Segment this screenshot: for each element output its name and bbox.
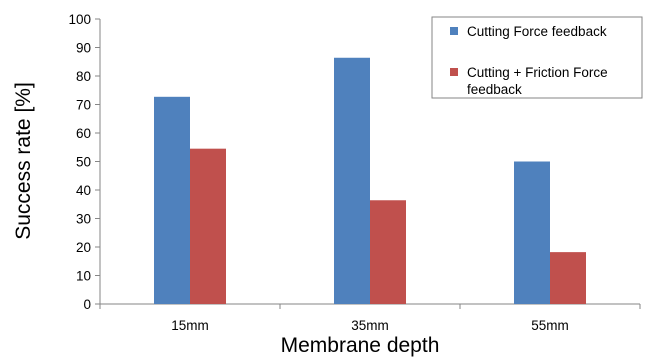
y-axis: 0 10 20 30 40 50 60 70 80 90 100 [68, 12, 101, 312]
y-tick-label: 100 [68, 12, 91, 27]
x-tick-label: 35mm [351, 318, 389, 333]
y-axis-title: Success rate [%] [12, 82, 35, 240]
bar-cutting-friction-force-35mm [370, 200, 406, 304]
legend-swatch-cutting-force [450, 27, 458, 35]
bar-cutting-force-55mm [514, 161, 550, 304]
bar-cutting-friction-force-55mm [550, 252, 586, 304]
legend: Cutting Force feedback Cutting + Frictio… [431, 16, 643, 99]
y-tick-label: 70 [76, 98, 91, 113]
bars [154, 57, 586, 305]
y-tick-label: 0 [83, 297, 91, 312]
legend-label-cutting-force: Cutting Force feedback [467, 24, 607, 39]
y-tick-label: 40 [76, 183, 91, 198]
bar-cutting-friction-force-15mm [190, 148, 226, 304]
x-tick-label: 55mm [531, 318, 569, 333]
y-tick-label: 30 [76, 212, 91, 227]
legend-swatch-cutting-friction-force [450, 68, 458, 76]
x-tick-label: 15mm [171, 318, 209, 333]
bar-cutting-force-15mm [154, 96, 190, 305]
y-tick-label: 20 [76, 240, 91, 255]
legend-box [431, 16, 643, 99]
y-tick-label: 60 [76, 126, 91, 141]
y-tick-label: 90 [76, 41, 91, 56]
bar-cutting-force-35mm [334, 57, 370, 305]
x-axis-title: Membrane depth [281, 334, 440, 357]
y-tick-label: 10 [76, 269, 91, 284]
y-tick-label: 80 [76, 69, 91, 84]
x-axis: 15mm 35mm 55mm [99, 303, 641, 333]
y-tick-label: 50 [76, 155, 91, 170]
legend-label-cutting-friction-force: Cutting + Friction Force feedback [467, 65, 608, 97]
